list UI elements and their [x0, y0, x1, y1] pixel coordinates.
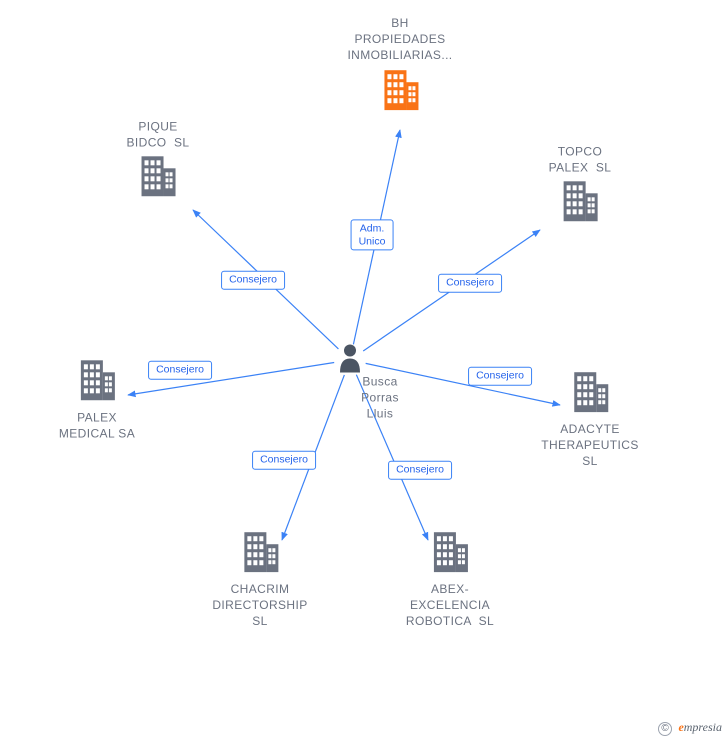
building-icon [571, 370, 609, 412]
network-diagram: Busca Porras Lluis BH PROPIEDADES INMOBIL… [0, 0, 728, 740]
brand-name: empresia [678, 720, 722, 734]
abex[interactable]: ABEX- EXCELENCIA ROBOTICA SL [406, 530, 494, 630]
building-icon [241, 530, 279, 572]
edge-label: Consejero [221, 271, 285, 290]
topco-palex[interactable]: TOPCO PALEX SL [549, 143, 612, 226]
edge-label: Consejero [438, 274, 502, 293]
node-label: ABEX- EXCELENCIA ROBOTICA SL [406, 581, 494, 630]
node-label: CHACRIM DIRECTORSHIP SL [212, 581, 307, 630]
building-icon [431, 530, 469, 572]
node-label: PIQUE BIDCO SL [127, 118, 190, 150]
building-icon [78, 358, 116, 400]
copyright-symbol: © [658, 722, 672, 736]
node-label: PALEX MEDICAL SA [59, 409, 135, 441]
node-label: ADACYTE THERAPEUTICS SL [541, 421, 638, 470]
building-icon [139, 155, 177, 197]
edge-label: Consejero [252, 451, 316, 470]
edge-label: Consejero [468, 367, 532, 386]
node-label: TOPCO PALEX SL [549, 143, 612, 175]
chacrim[interactable]: CHACRIM DIRECTORSHIP SL [212, 530, 307, 630]
center-person[interactable] [337, 343, 363, 378]
node-label: BH PROPIEDADES INMOBILIARIAS... [347, 15, 452, 64]
adacyte[interactable]: ADACYTE THERAPEUTICS SL [541, 370, 638, 470]
watermark[interactable]: © empresia [658, 720, 722, 736]
edge-label: Adm.Unico [351, 219, 394, 250]
edge-lines-group [128, 130, 560, 540]
edge-label: Consejero [148, 361, 212, 380]
palex-medical[interactable]: PALEX MEDICAL SA [59, 358, 135, 441]
pique-bidco[interactable]: PIQUE BIDCO SL [127, 118, 190, 201]
bh-propiedades[interactable]: BH PROPIEDADES INMOBILIARIAS... [347, 15, 452, 115]
edge-label: Consejero [388, 461, 452, 480]
building-icon [561, 180, 599, 222]
center-label: Busca Porras Lluis [361, 374, 399, 423]
person-icon [337, 343, 363, 373]
building-icon [381, 68, 419, 110]
